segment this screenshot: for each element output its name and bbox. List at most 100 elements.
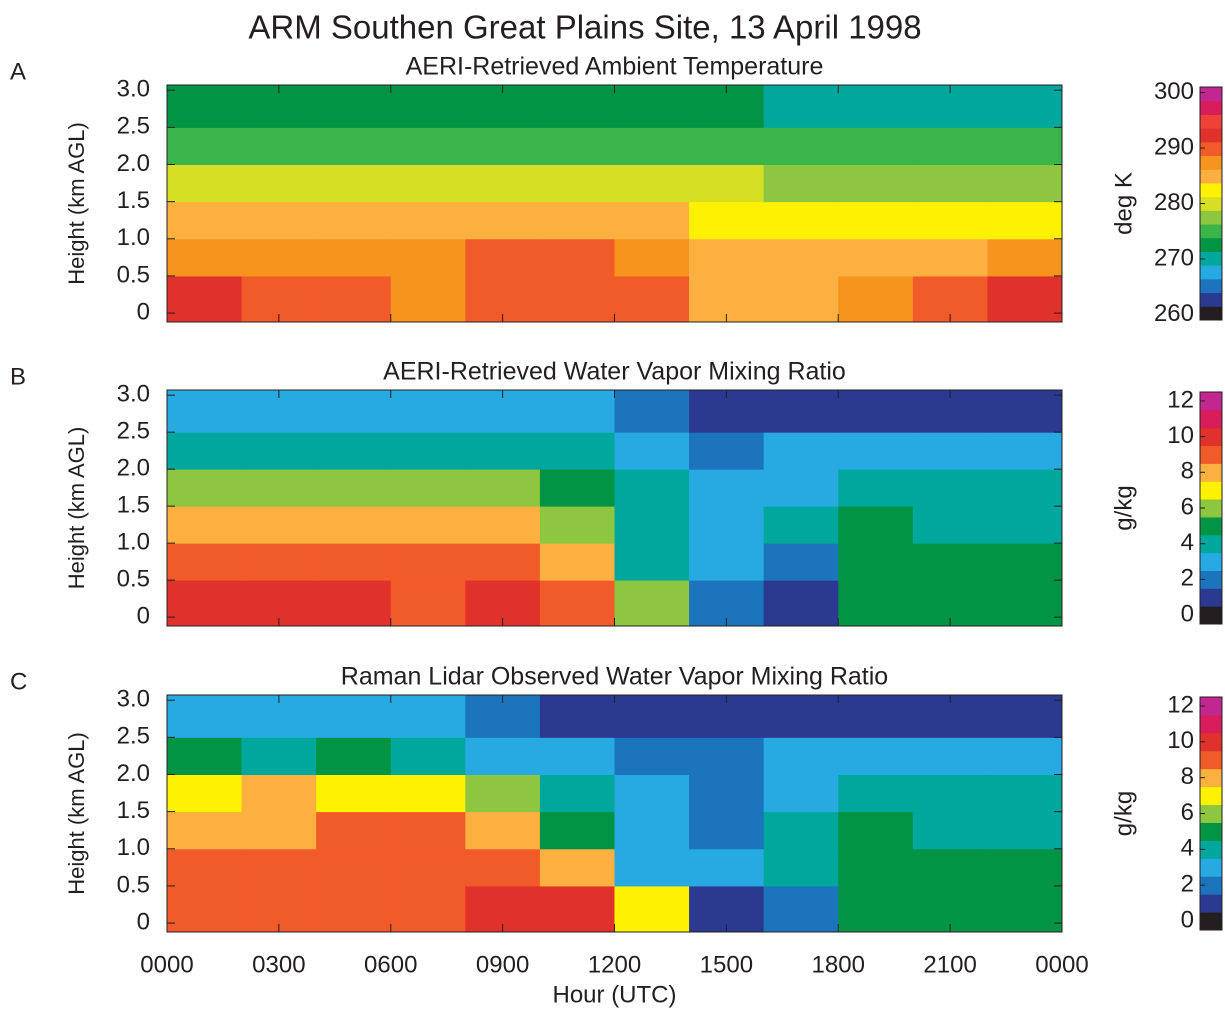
heatmap-cell — [316, 885, 392, 933]
heatmap-cell — [614, 543, 690, 581]
heatmap-cell — [167, 201, 243, 240]
heatmap-cell — [614, 85, 690, 128]
colorbar-swatch — [1200, 128, 1222, 143]
heatmap-cell — [167, 774, 243, 813]
colorbar-swatch — [1200, 732, 1222, 752]
colorbar-tick-label: 270 — [1154, 244, 1194, 271]
colorbar-swatch — [1200, 182, 1222, 198]
heatmap-cell — [912, 238, 988, 277]
heatmap-cell — [539, 390, 615, 433]
colorbar-swatch — [1200, 278, 1222, 294]
colorbar-tick-label: 4 — [1181, 835, 1194, 862]
heatmap-cell — [539, 238, 615, 277]
heatmap-cell — [838, 238, 914, 277]
heatmap-cell — [689, 848, 765, 887]
heatmap-cell — [539, 432, 615, 470]
heatmap-cell — [763, 432, 839, 470]
y-tick-label: 0 — [137, 602, 150, 629]
colorbar-tick-label: 2 — [1181, 871, 1194, 898]
heatmap-cell — [539, 885, 615, 933]
heatmap-cell — [763, 580, 839, 627]
heatmap-cell — [838, 390, 914, 433]
heatmap-cell — [689, 543, 765, 581]
heatmap-cell — [987, 275, 1063, 323]
heatmap-cell — [167, 275, 243, 323]
heatmap-cell — [838, 432, 914, 470]
heatmap-cell — [241, 848, 317, 887]
heatmap-cell — [316, 390, 392, 433]
heatmap-cell — [614, 695, 690, 738]
heatmap-cell — [390, 127, 466, 165]
heatmap-cell — [614, 432, 690, 470]
colorbar-tick-label: 300 — [1154, 78, 1194, 105]
colorbar-swatch — [1200, 606, 1222, 625]
heatmap-cell — [316, 201, 392, 240]
heatmap-cell — [614, 506, 690, 544]
heatmap-cell — [390, 543, 466, 581]
panel-title: Raman Lidar Observed Water Vapor Mixing … — [341, 663, 888, 691]
heatmap-cell — [912, 201, 988, 240]
heatmap-cell — [167, 127, 243, 165]
y-tick-label: 3.0 — [117, 76, 150, 103]
x-tick-label: 0000 — [140, 951, 193, 978]
y-tick-label: 1.0 — [117, 834, 150, 861]
colorbar-swatch — [1200, 552, 1222, 571]
heatmap-cell — [763, 164, 839, 203]
colorbar-tick-label: 4 — [1181, 529, 1194, 556]
heatmap-cell — [167, 737, 243, 775]
y-axis-label: Height (km AGL) — [64, 122, 89, 285]
colorbar-swatch — [1200, 392, 1222, 411]
colorbar-swatch — [1200, 534, 1222, 554]
heatmap-cell — [465, 848, 541, 887]
heatmap-cell — [763, 275, 839, 323]
heatmap-cell — [241, 811, 317, 850]
heatmap-cell — [912, 543, 988, 581]
heatmap-cell — [539, 580, 615, 627]
heatmap-cell — [614, 811, 690, 850]
x-tick-label: 0600 — [364, 951, 417, 978]
colorbar-label: g/kg — [1110, 485, 1137, 530]
heatmap-cell — [838, 885, 914, 933]
x-tick-label: 1800 — [812, 951, 865, 978]
heatmap-cell — [316, 811, 392, 850]
heatmap-cell — [987, 390, 1063, 433]
heatmap-cell — [614, 848, 690, 887]
heatmap-cell — [465, 774, 541, 813]
colorbar-label: deg K — [1110, 172, 1137, 235]
colorbar-tick-label: 2 — [1181, 565, 1194, 592]
heatmap-cell — [465, 543, 541, 581]
x-tick-label: 0300 — [252, 951, 305, 978]
colorbar-swatch — [1200, 481, 1222, 500]
heatmap-cell — [241, 238, 317, 277]
heatmap-cell — [465, 127, 541, 165]
heatmap-cell — [241, 432, 317, 470]
heatmap-cell — [167, 506, 243, 544]
heatmap-cell — [987, 85, 1063, 128]
heatmap-cell — [987, 543, 1063, 581]
heatmap-cell — [390, 811, 466, 850]
y-tick-label: 2.5 — [117, 113, 150, 140]
colorbar-swatch — [1200, 714, 1222, 734]
colorbar-tick-label: 6 — [1181, 799, 1194, 826]
colorbar-swatch — [1200, 894, 1222, 913]
heatmap-cell — [167, 390, 243, 433]
heatmap-cell — [241, 164, 317, 203]
heatmap-cell — [987, 506, 1063, 544]
heatmap-cell — [390, 885, 466, 933]
heatmap-cell — [689, 737, 765, 775]
heatmap-cell — [763, 885, 839, 933]
colorbar-swatch — [1200, 768, 1222, 788]
colorbar-swatch — [1200, 588, 1222, 607]
colorbar-tick-label: 10 — [1167, 422, 1194, 449]
panel-label: B — [10, 363, 26, 390]
heatmap-cell — [167, 848, 243, 887]
y-tick-label: 0 — [137, 298, 150, 325]
heatmap-cell — [838, 848, 914, 887]
heatmap-cell — [838, 695, 914, 738]
colorbar-swatch — [1200, 804, 1222, 823]
heatmap-cell — [912, 737, 988, 775]
colorbar-swatch — [1200, 427, 1222, 447]
heatmap-cell — [763, 127, 839, 165]
heatmap-cell — [838, 127, 914, 165]
heatmap-cell — [539, 848, 615, 887]
